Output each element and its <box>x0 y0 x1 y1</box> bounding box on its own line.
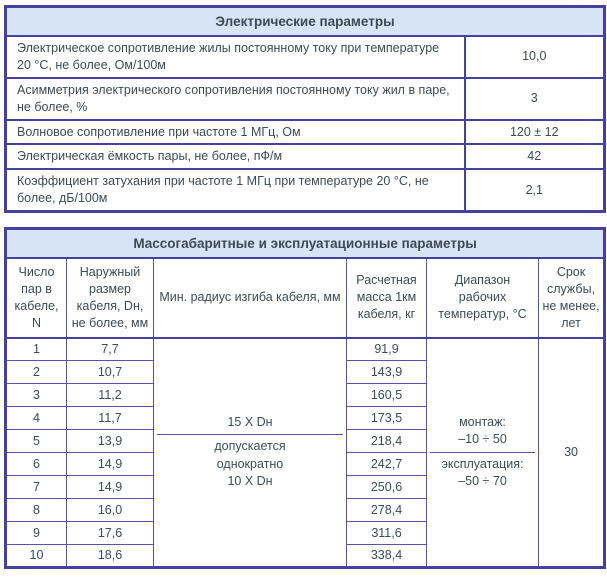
table-row: 10 18,6 338,4 <box>5 544 605 568</box>
temperature-montage-label: монтаж: <box>459 414 506 429</box>
mass-table-header-row: Число пар в кабеле, N Наружный размер ка… <box>5 257 606 339</box>
table-row: 1 7,7 15 X Dн допускается однократно 10 … <box>5 337 606 568</box>
bend-radius-note: однократно <box>216 456 284 471</box>
table-row: 8 16,0 278,4 <box>5 498 605 522</box>
mass-cell: 218,4 <box>346 429 427 453</box>
diameter-cell: 7,7 <box>66 337 154 361</box>
diameter-cell: 11,2 <box>66 383 154 407</box>
diameter-cell: 11,7 <box>66 406 154 430</box>
param-row: Коэффициент затухания при частоте 1 МГц … <box>4 168 606 213</box>
param-value: 2,1 <box>463 168 606 213</box>
mass-cell: 143,9 <box>346 360 427 384</box>
pairs-cell: 1 <box>5 337 67 361</box>
param-value: 10,0 <box>463 35 606 79</box>
param-label: Электрическое сопротивление жилы постоян… <box>4 35 466 79</box>
param-label: Электрическая ёмкость пары, не более, пФ… <box>4 143 466 171</box>
mass-cell: 160,5 <box>346 383 427 407</box>
temperature-operation: эксплуатация: –50 ÷ 70 <box>430 455 535 492</box>
column-header-diameter: Наружный размер кабеля, Dн, не более, мм <box>66 257 154 339</box>
param-label: Асимметрия электрического сопротивления … <box>4 76 466 121</box>
table-row: 9 17,6 311,6 <box>5 521 605 545</box>
bend-radius-value: 15 X Dн <box>227 414 273 429</box>
mass-cell: 338,4 <box>346 544 427 568</box>
column-header-pairs: Число пар в кабеле, N <box>5 257 67 339</box>
pairs-cell: 10 <box>5 544 67 568</box>
param-value: 42 <box>463 143 606 171</box>
bend-radius-note: допускается <box>214 439 286 454</box>
pairs-cell: 7 <box>5 475 67 499</box>
diameter-cell: 18,6 <box>66 544 154 568</box>
table-row: 6 14,9 242,7 <box>5 452 605 476</box>
pairs-cell: 5 <box>5 429 67 453</box>
pairs-cell: 3 <box>5 383 67 407</box>
electrical-table-title: Электрические параметры <box>4 5 606 37</box>
column-header-mass: Расчетная масса 1км кабеля, кг <box>346 257 427 339</box>
divider-line <box>430 451 535 453</box>
mass-table-title-row: Массогабаритные и эксплуатационные парам… <box>4 227 606 259</box>
electrical-table-title-row: Электрические параметры <box>4 5 606 37</box>
temperature-montage-range: –10 ÷ 50 <box>458 432 507 447</box>
table-row: 2 10,7 143,9 <box>5 360 605 384</box>
bend-radius-text: 15 X Dн допускается однократно 10 X Dн <box>157 413 343 492</box>
pairs-cell: 4 <box>5 406 67 430</box>
diameter-cell: 16,0 <box>66 498 154 522</box>
diameter-cell: 17,6 <box>66 521 154 545</box>
param-value: 120 ± 12 <box>463 118 606 146</box>
diameter-cell: 14,9 <box>66 452 154 476</box>
diameter-cell: 14,9 <box>66 475 154 499</box>
temperature-montage: монтаж: –10 ÷ 50 <box>430 413 535 450</box>
mass-table-title: Массогабаритные и эксплуатационные парам… <box>4 227 606 259</box>
temperature-operation-label: эксплуатация: <box>441 456 524 471</box>
pairs-cell: 9 <box>5 521 67 545</box>
pairs-cell: 8 <box>5 498 67 522</box>
column-header-temperature: Диапазон рабочих температур, °С <box>426 257 539 339</box>
bend-radius-top: 15 X Dн <box>157 413 343 433</box>
param-label: Волновое сопротивление при частоте 1 МГц… <box>4 118 466 146</box>
mass-cell: 278,4 <box>346 498 427 522</box>
pairs-cell: 2 <box>5 360 67 384</box>
mass-cell: 242,7 <box>346 452 427 476</box>
param-row: Электрическое сопротивление жилы постоян… <box>4 35 606 79</box>
bend-radius-note: 10 X Dн <box>227 474 273 489</box>
bend-radius-cell: 15 X Dн допускается однократно 10 X Dн <box>153 337 347 568</box>
param-value: 3 <box>463 76 606 121</box>
pairs-cell: 6 <box>5 452 67 476</box>
param-row: Волновое сопротивление при частоте 1 МГц… <box>4 118 606 146</box>
mass-cell: 173,5 <box>346 406 427 430</box>
column-header-service-life: Срок службы, не менее, лет <box>537 257 606 339</box>
divider-line <box>157 434 343 436</box>
mass-cell: 250,6 <box>346 475 427 499</box>
param-row: Электрическая ёмкость пары, не более, пФ… <box>4 143 606 171</box>
temperature-operation-range: –50 ÷ 70 <box>458 474 507 489</box>
param-row: Асимметрия электрического сопротивления … <box>4 76 606 121</box>
temperature-range-cell: монтаж: –10 ÷ 50 эксплуатация: –50 ÷ 70 <box>426 337 539 568</box>
electrical-parameters-table: Электрические параметры Электрическое со… <box>4 5 607 213</box>
temperature-text: монтаж: –10 ÷ 50 эксплуатация: –50 ÷ 70 <box>430 413 535 492</box>
column-header-bend-radius: Мин. радиус изгиба кабеля, мм <box>153 257 347 339</box>
service-life-cell: 30 <box>537 337 606 568</box>
spec-document-page: Электрические параметры Электрическое со… <box>4 5 607 569</box>
mass-operational-parameters-table: Массогабаритные и эксплуатационные парам… <box>4 227 607 569</box>
diameter-cell: 13,9 <box>66 429 154 453</box>
table-row: 5 13,9 218,4 <box>5 429 605 453</box>
bend-radius-bottom: допускается однократно 10 X Dн <box>157 437 343 492</box>
param-label: Коэффициент затухания при частоте 1 МГц … <box>4 168 466 213</box>
mass-cell: 91,9 <box>346 337 427 361</box>
mass-cell: 311,6 <box>346 521 427 545</box>
diameter-cell: 10,7 <box>66 360 154 384</box>
